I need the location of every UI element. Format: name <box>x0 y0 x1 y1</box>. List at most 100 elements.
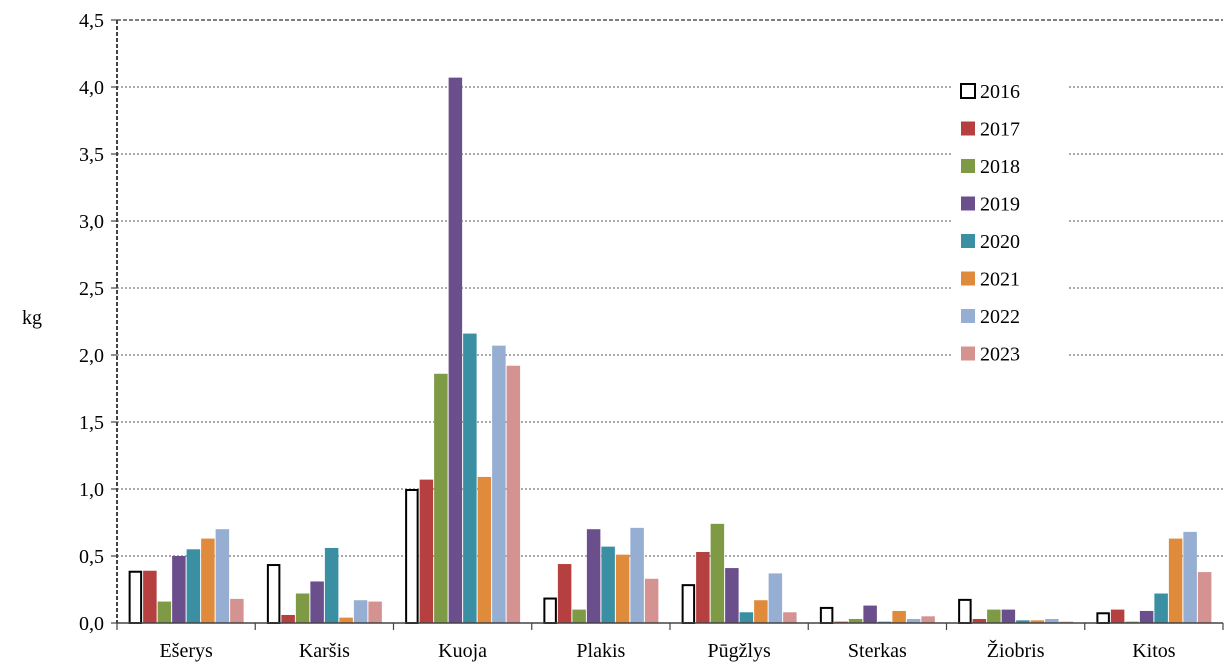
y-tick-label: 4,5 <box>79 10 104 32</box>
legend-label: 2019 <box>980 194 1020 216</box>
legend-label: 2022 <box>980 306 1020 328</box>
bar <box>739 612 754 623</box>
bar <box>1045 618 1059 623</box>
bar <box>215 529 230 623</box>
legend-swatch <box>960 83 976 99</box>
bar <box>1154 593 1168 623</box>
bar <box>987 609 1001 623</box>
legend-label: 2016 <box>980 81 1020 103</box>
bar <box>281 614 295 623</box>
legend: 2016 2017 2018 2019 2020 2021 2022 2023 <box>960 81 1020 366</box>
bar <box>339 617 353 623</box>
bar <box>863 605 877 623</box>
bar <box>1030 620 1045 623</box>
bar <box>463 333 477 623</box>
bar <box>295 593 310 623</box>
x-tick-label: Plakis <box>576 640 625 662</box>
legend-swatch <box>961 121 975 136</box>
bar <box>419 479 434 623</box>
bar <box>754 600 768 623</box>
bar <box>324 547 339 623</box>
bar <box>310 581 324 623</box>
y-tick-label: 0,5 <box>79 546 104 568</box>
bar <box>630 527 644 623</box>
legend-label: 2017 <box>980 119 1020 141</box>
y-tick-label: 1,5 <box>79 412 104 434</box>
bar <box>492 345 506 623</box>
bar <box>586 529 601 623</box>
bar <box>143 570 157 623</box>
bar <box>368 601 382 623</box>
x-tick-label: Kuoja <box>438 640 487 662</box>
bar <box>783 612 797 623</box>
bar <box>557 564 572 623</box>
bar <box>266 564 281 624</box>
bar <box>972 618 987 623</box>
bar <box>448 77 463 624</box>
bar <box>615 554 630 623</box>
bar <box>958 598 972 625</box>
bar <box>1197 572 1212 623</box>
bar <box>1183 531 1197 623</box>
bar <box>1168 538 1183 623</box>
legend-label: 2021 <box>980 269 1020 291</box>
x-tick-label: Ešerys <box>159 640 213 662</box>
legend-swatch <box>961 159 975 173</box>
x-tick-label: Sterkas <box>848 640 907 662</box>
legend-swatch <box>961 271 975 286</box>
bar <box>434 373 448 623</box>
legend-swatch <box>961 346 975 361</box>
legend-swatch <box>961 234 975 248</box>
legend-label: 2020 <box>980 231 1020 253</box>
bar <box>1016 620 1030 623</box>
bar <box>506 365 521 623</box>
bar <box>572 609 586 623</box>
bar <box>921 616 935 623</box>
legend-label: 2023 <box>980 344 1020 366</box>
bar <box>186 549 201 623</box>
x-tick-label: Karšis <box>299 640 350 662</box>
bar <box>892 610 906 623</box>
bar <box>353 600 368 623</box>
bar <box>172 556 186 623</box>
bar <box>157 601 172 623</box>
bar <box>1139 610 1154 623</box>
bar <box>230 598 244 623</box>
y-tick-label: 2,5 <box>79 278 104 300</box>
y-tick-labels: 0,0 0,5 1,0 1,5 2,0 2,5 3,0 3,5 4,0 4,5 <box>79 10 104 635</box>
bar <box>906 618 921 623</box>
x-tick-label: Pūgžlys <box>707 640 771 662</box>
grid-lines <box>117 19 1223 557</box>
bar <box>644 578 659 623</box>
x-tick-label: Kitos <box>1132 640 1176 662</box>
bar <box>1110 609 1125 623</box>
bar <box>543 597 557 624</box>
x-tick-labels: Ešerys Karšis Kuoja Plakis Pūgžlys Sterkas Žio… <box>159 639 1175 662</box>
y-tick-label: 4,0 <box>79 77 104 99</box>
y-tick-label: 2,0 <box>79 345 104 367</box>
bar <box>696 551 710 623</box>
bar <box>601 546 615 623</box>
bar <box>819 606 834 624</box>
bar <box>768 573 783 623</box>
bar <box>477 476 492 623</box>
legend-swatch <box>961 196 975 211</box>
bar <box>405 489 419 624</box>
axes <box>111 19 1224 630</box>
y-tick-label: 3,0 <box>79 211 104 233</box>
y-axis-label: kg <box>22 307 42 329</box>
bar <box>201 538 215 623</box>
bar <box>848 618 863 623</box>
bar <box>681 584 696 625</box>
legend-label: 2018 <box>980 156 1020 178</box>
bar <box>710 523 725 623</box>
y-tick-label: 3,5 <box>79 144 104 166</box>
y-tick-label: 1,0 <box>79 479 104 501</box>
bars <box>128 77 1212 625</box>
y-tick-label: 0,0 <box>79 613 104 635</box>
bar <box>128 570 143 624</box>
legend-swatch <box>961 309 975 323</box>
bar <box>1096 612 1110 625</box>
bar <box>1001 609 1016 623</box>
